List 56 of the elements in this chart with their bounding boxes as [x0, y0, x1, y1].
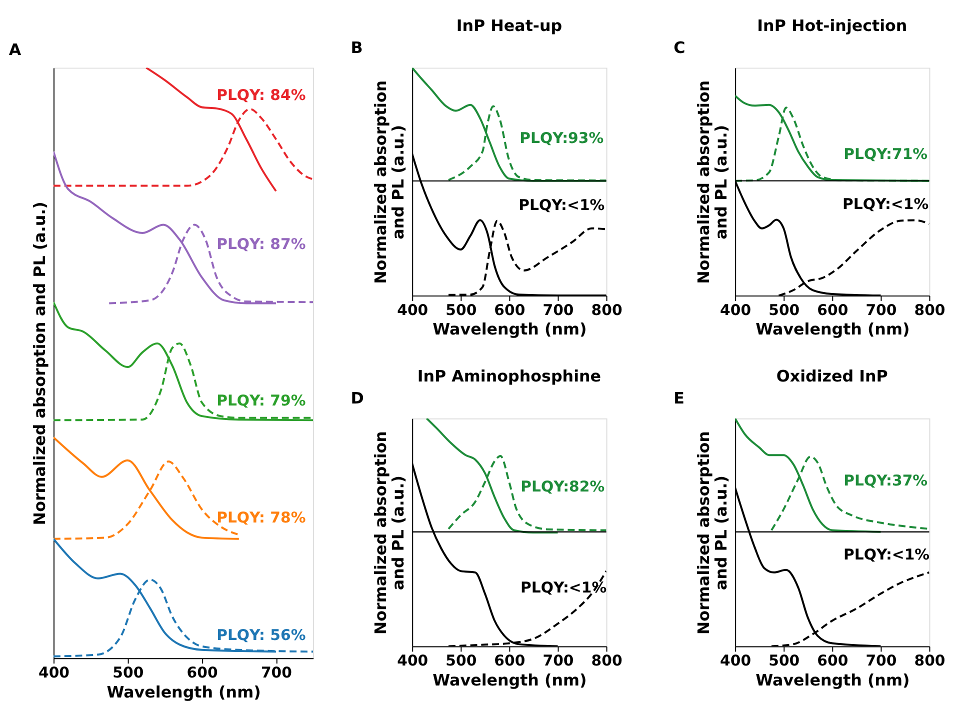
x-tick-label: 400 — [720, 652, 752, 670]
x-tick-label: 500 — [446, 652, 477, 670]
x-tick-label: 800 — [591, 300, 622, 319]
annotation: PLQY:82% — [520, 478, 605, 496]
x-tick-label: 700 — [542, 300, 574, 319]
text: C — [674, 38, 686, 57]
x-tick-label: 800 — [914, 300, 946, 319]
y-axis-title: Normalized absorption and PL (a.u.) — [370, 431, 408, 635]
annotation: PLQY:71% — [844, 144, 928, 163]
x-tick-label: 600 — [817, 300, 848, 319]
annotation: PLQY: 56% — [216, 626, 306, 644]
x-axis-title: Wavelength (nm) — [106, 682, 261, 702]
annotation: PLQY:<1% — [518, 196, 605, 214]
x-tick-label: 500 — [768, 652, 800, 670]
x-tick-label: 400 — [720, 300, 752, 319]
annotation: PLQY: 84% — [216, 86, 306, 104]
annotation: PLQY:93% — [520, 128, 604, 147]
text: D — [350, 388, 364, 408]
y-axis-title: Normalized absorption and PL (a.u.) — [694, 431, 731, 635]
text: B — [350, 38, 363, 57]
x-tick-label: 700 — [542, 652, 574, 670]
x-tick-label: 600 — [186, 663, 218, 682]
chart-title: InP Hot-injection — [757, 16, 908, 36]
x-tick-label: 700 — [866, 652, 897, 670]
annotation: PLQY: 79% — [216, 392, 306, 410]
x-tick-label: 600 — [817, 652, 848, 670]
x-tick-label: 400 — [38, 663, 70, 682]
x-tick-label: 800 — [914, 652, 946, 670]
y-axis-title: Normalized absorption and PL (a.u.) — [30, 202, 50, 526]
x-axis-title: Wavelength (nm) — [756, 670, 910, 690]
x-tick-label: 700 — [260, 663, 292, 682]
x-tick-label: 400 — [397, 652, 428, 670]
chart-title: InP Aminophosphine — [417, 366, 602, 386]
x-axis-title: Wavelength (nm) — [432, 670, 587, 690]
y-axis-title: Normalized absorption and PL (a.u.) — [694, 80, 731, 284]
x-axis-title: Wavelength (nm) — [756, 320, 910, 339]
annotation: PLQY:<1% — [843, 545, 930, 564]
annotation: PLQY:<1% — [842, 195, 929, 214]
annotation: PLQY:<1% — [520, 578, 607, 596]
x-tick-label: 600 — [494, 300, 526, 319]
annotation: PLQY:37% — [844, 472, 928, 490]
chart-title: InP Heat-up — [456, 16, 562, 36]
x-tick-label: 500 — [768, 300, 800, 319]
chart-title: Oxidized InP — [776, 366, 888, 386]
y-axis-title: Normalized absorption and PL (a.u.) — [370, 80, 408, 284]
annotation: PLQY: 78% — [216, 508, 306, 527]
x-tick-label: 800 — [591, 652, 622, 670]
x-tick-label: 600 — [494, 652, 526, 670]
x-tick-label: 400 — [397, 300, 428, 319]
x-tick-label: 500 — [446, 300, 477, 319]
text: E — [674, 388, 684, 408]
x-axis-title: Wavelength (nm) — [432, 320, 587, 339]
x-tick-label: 700 — [866, 300, 897, 319]
annotation: PLQY: 87% — [216, 235, 306, 254]
x-tick-label: 500 — [112, 663, 144, 682]
text: A — [8, 40, 22, 59]
